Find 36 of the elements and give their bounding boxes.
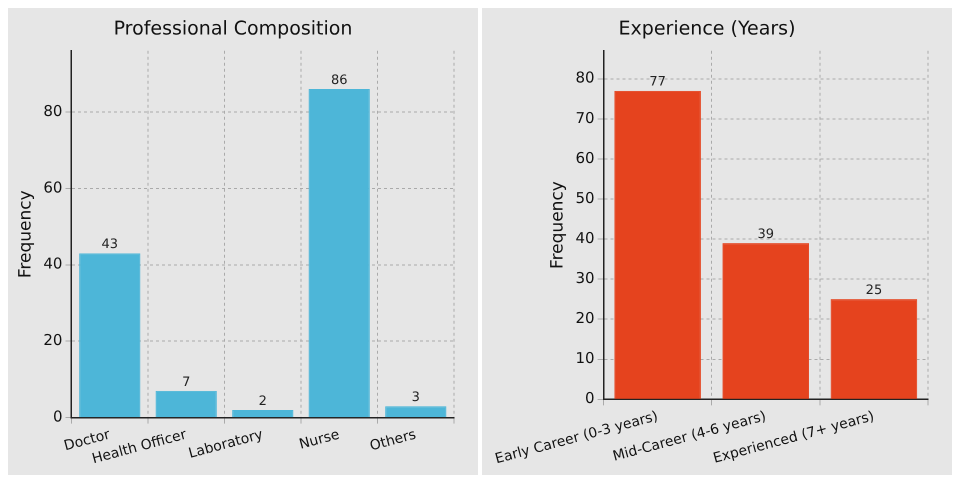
y-tick-label: 40: [576, 228, 595, 247]
data-label: 77: [649, 74, 666, 90]
data-label: 43: [101, 237, 118, 252]
y-tick-label: 20: [576, 309, 595, 328]
y-tick-label: 50: [576, 188, 595, 207]
y-tick-label: 80: [576, 68, 595, 87]
bar: [722, 243, 810, 399]
bar: [830, 299, 918, 399]
data-label: 7: [182, 374, 190, 390]
bar: [385, 406, 446, 418]
y-tick-label: 70: [576, 108, 595, 127]
y-axis-title: Frequency: [548, 181, 568, 269]
data-label: 86: [330, 72, 348, 88]
data-label: 39: [758, 226, 774, 242]
bar: [308, 89, 370, 418]
chart-title: Professional Composition: [114, 17, 352, 40]
data-label: 25: [866, 283, 882, 298]
y-tick-label: 10: [576, 349, 595, 368]
y-tick-label: 30: [576, 269, 595, 288]
y-tick-label: 60: [576, 148, 595, 167]
y-tick-label: 60: [43, 178, 62, 196]
y-tick-label: 40: [43, 254, 62, 273]
y-tick-label: 0: [52, 408, 62, 426]
x-tick-label: Others: [368, 426, 418, 454]
bar: [614, 90, 701, 399]
bar: [232, 410, 294, 418]
bar: [156, 390, 217, 418]
y-axis-title: Frequency: [16, 190, 36, 278]
data-label: 3: [412, 390, 420, 406]
bar: [79, 253, 140, 418]
y-tick-label: 0: [585, 389, 595, 408]
data-label: 2: [258, 394, 267, 409]
y-tick-label: 20: [43, 331, 62, 350]
x-tick-label: Nurse: [297, 426, 342, 453]
chart-title: Experience (Years): [618, 17, 796, 40]
y-tick-label: 80: [43, 102, 62, 120]
